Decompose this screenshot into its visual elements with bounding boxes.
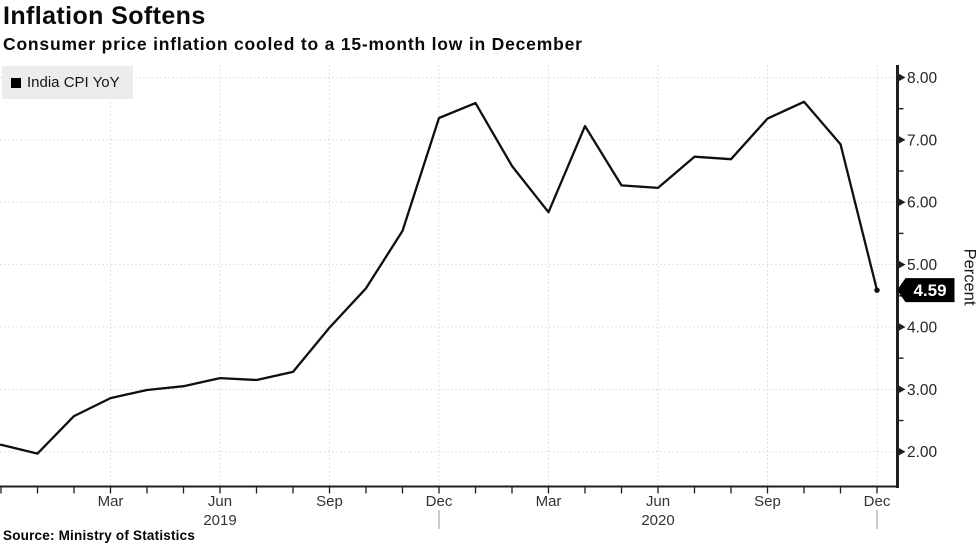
y-axis-title: Percent <box>961 249 977 306</box>
y-major-tick-arrow-icon <box>898 198 906 207</box>
y-major-tick-arrow-icon <box>898 447 906 456</box>
y-tick-label: 5.00 <box>907 257 938 274</box>
y-major-tick-arrow-icon <box>898 260 906 269</box>
y-tick-label: 2.00 <box>907 444 938 461</box>
y-major-tick-arrow-icon <box>898 385 906 394</box>
year-label: 2020 <box>641 512 674 529</box>
chart-legend: India CPI YoY <box>2 66 133 99</box>
year-label: 2019 <box>203 512 236 529</box>
x-tick-label: Mar <box>98 493 124 510</box>
x-tick-label: Jun <box>208 493 232 510</box>
y-tick-label: 3.00 <box>907 382 938 399</box>
chart-subtitle: Consumer price inflation cooled to a 15-… <box>3 34 583 54</box>
legend-square-icon <box>11 77 21 88</box>
x-tick-label: Dec <box>864 493 891 510</box>
y-major-tick-arrow-icon <box>898 73 906 82</box>
last-value-tag-text: 4.59 <box>913 281 946 300</box>
y-tick-label: 8.00 <box>907 70 938 87</box>
x-tick-label: Dec <box>426 493 453 510</box>
last-value-tag <box>897 278 955 303</box>
x-tick-label: Sep <box>754 493 781 510</box>
legend-series-label: India CPI YoY <box>27 74 120 91</box>
x-tick-label: Sep <box>316 493 343 510</box>
y-major-tick-arrow-icon <box>898 135 906 145</box>
y-major-tick-arrow-icon <box>898 322 906 332</box>
page-title: Inflation Softens <box>3 2 206 30</box>
y-tick-label: 7.00 <box>907 132 938 149</box>
source-attribution: Source: Ministry of Statistics <box>3 528 196 543</box>
x-tick-label: Mar <box>536 493 562 510</box>
last-point-marker <box>874 287 880 293</box>
x-tick-label: Jun <box>646 493 670 510</box>
cpi-series-line <box>0 100 879 455</box>
y-tick-label: 6.00 <box>907 195 938 212</box>
y-tick-label: 4.00 <box>907 319 938 336</box>
